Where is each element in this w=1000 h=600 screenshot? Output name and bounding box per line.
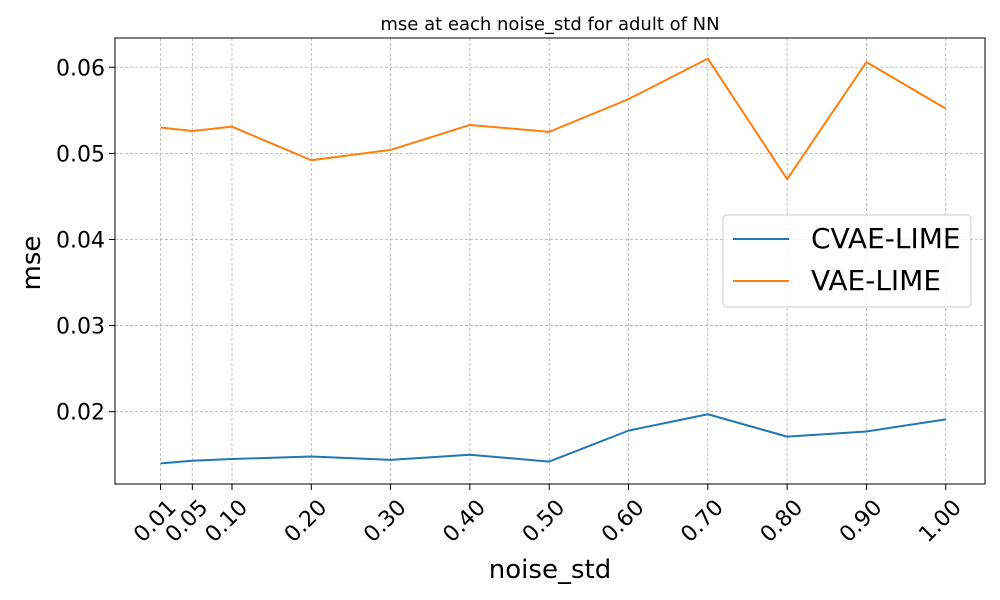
- x-axis-title: noise_std: [489, 555, 611, 585]
- y-tick-label: 0.05: [56, 142, 105, 167]
- plot-frame: [114, 37, 986, 485]
- legend-label-vae-lime: VAE-LIME: [811, 264, 941, 297]
- series-line-vae-lime: [160, 57, 947, 181]
- y-tick-label: 0.03: [56, 315, 105, 340]
- y-tick-label: 0.04: [56, 228, 105, 253]
- y-tick-label: 0.06: [56, 56, 105, 81]
- y-axis-title: mse: [17, 236, 47, 291]
- legend-label-cvae-lime: CVAE-LIME: [811, 222, 961, 255]
- y-axis-ticks: 0.02 0.03 0.04 0.05 0.06: [56, 56, 115, 426]
- chart-title: mse at each noise_std for adult of NN: [380, 14, 719, 35]
- legend: CVAE-LIME VAE-LIME: [722, 214, 972, 308]
- y-tick-label: 0.02: [56, 401, 105, 426]
- series-lines: [160, 57, 947, 465]
- series-line-cvae-lime: [160, 413, 946, 465]
